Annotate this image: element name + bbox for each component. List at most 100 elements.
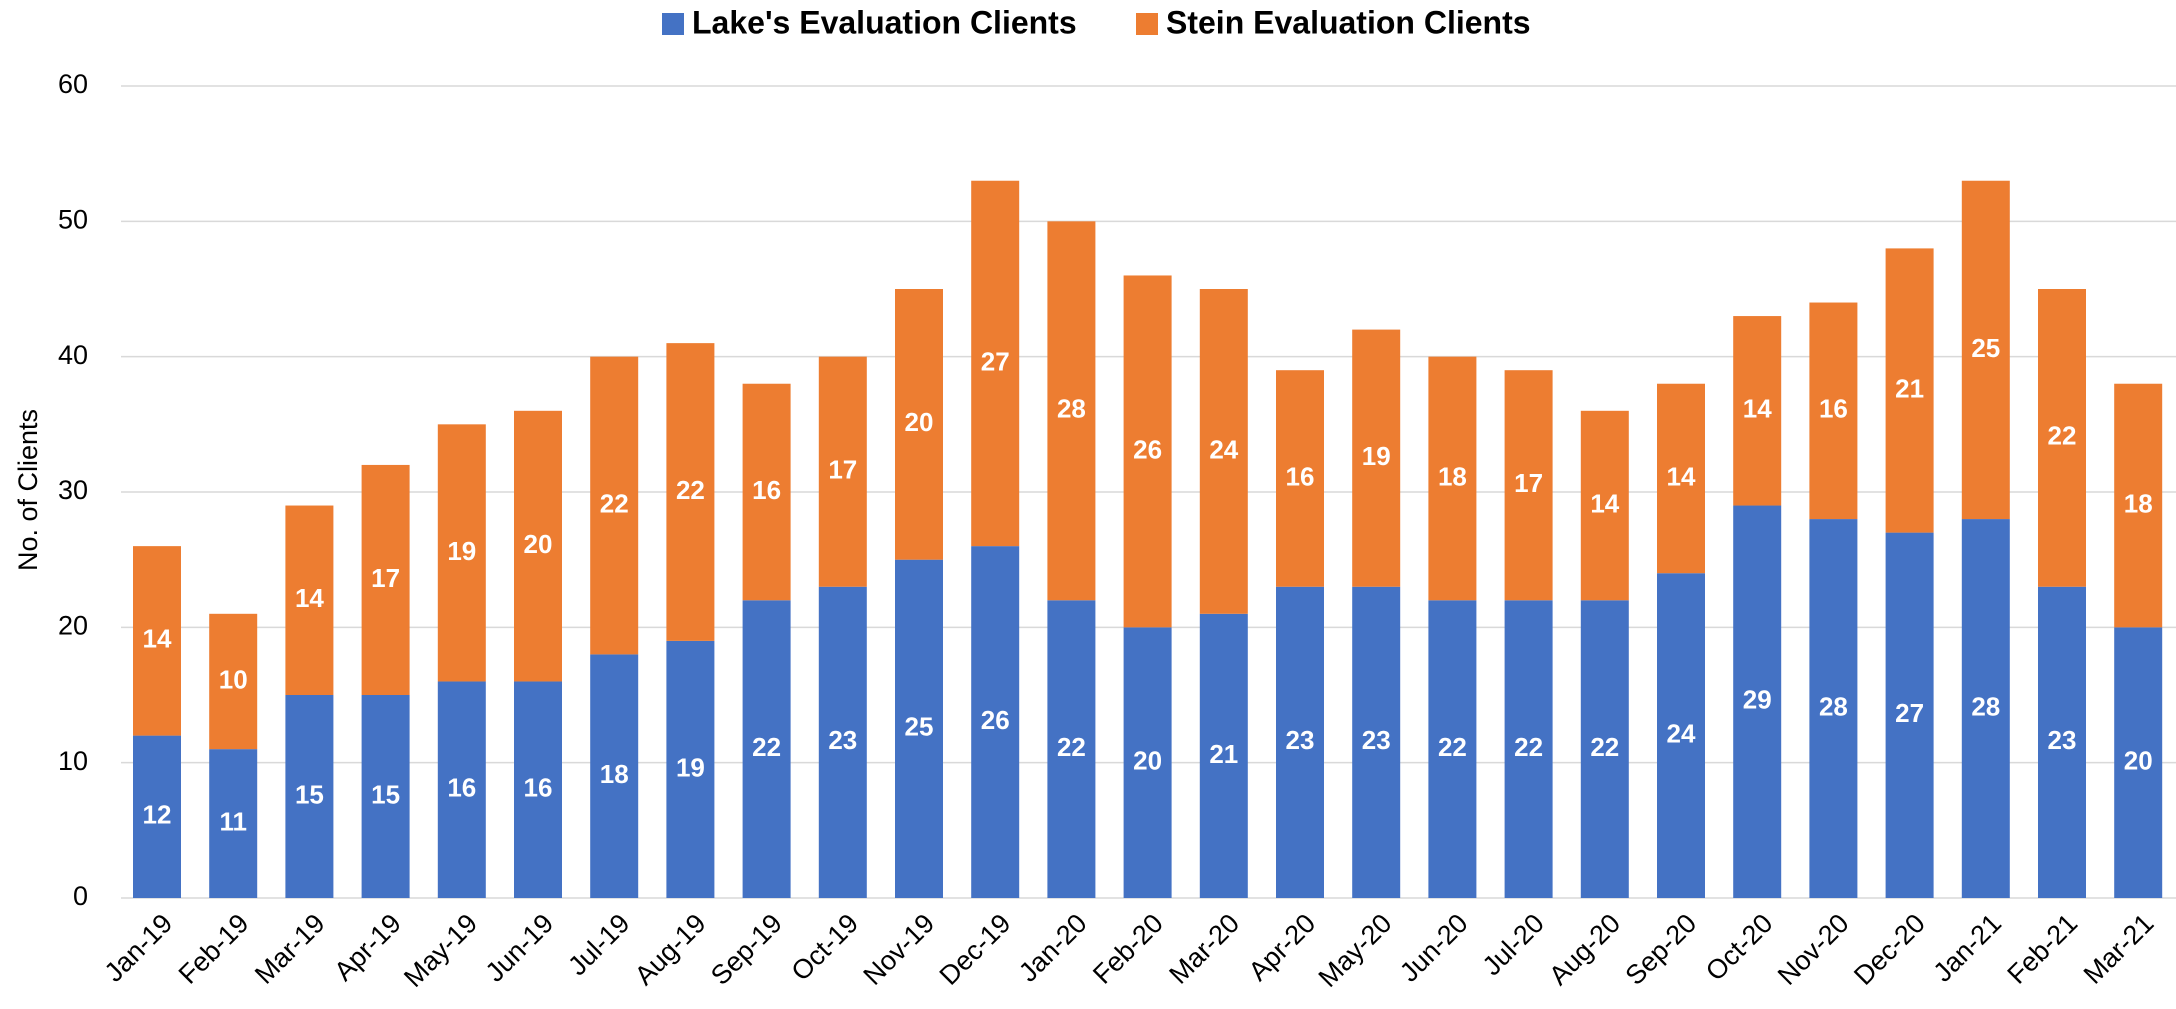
bar bbox=[1580, 600, 1629, 898]
data-label: 22 bbox=[2048, 421, 2077, 451]
data-label: 20 bbox=[2124, 746, 2153, 776]
bar bbox=[895, 289, 943, 560]
data-label: 16 bbox=[524, 773, 553, 803]
x-tick-label: Dec-19 bbox=[934, 908, 1017, 991]
x-tick-label: May-19 bbox=[398, 908, 483, 993]
data-label: 28 bbox=[1819, 691, 1848, 721]
x-tick-label: Feb-20 bbox=[1087, 908, 1169, 990]
x-tick-label: Apr-20 bbox=[1243, 908, 1322, 987]
data-label: 27 bbox=[1895, 698, 1924, 728]
bar bbox=[1047, 600, 1096, 898]
x-tick-label: Jan-19 bbox=[99, 908, 179, 988]
bar bbox=[1657, 573, 1705, 898]
data-label: 23 bbox=[2048, 725, 2077, 755]
data-label: 22 bbox=[1438, 732, 1467, 762]
x-tick-label: Nov-19 bbox=[858, 908, 941, 991]
bar bbox=[1885, 532, 1934, 898]
bar bbox=[133, 735, 181, 898]
data-label: 22 bbox=[600, 488, 629, 518]
x-tick-label: Jul-19 bbox=[562, 908, 635, 981]
bar bbox=[590, 654, 639, 898]
data-label: 18 bbox=[1438, 461, 1467, 491]
data-label: 14 bbox=[295, 583, 324, 613]
data-label: 18 bbox=[600, 759, 629, 789]
x-tick-label: Sep-20 bbox=[1619, 908, 1702, 991]
bar bbox=[437, 681, 486, 898]
y-tick-label: 10 bbox=[58, 746, 88, 776]
data-label: 16 bbox=[1819, 394, 1848, 424]
x-tick-label: Feb-21 bbox=[2002, 908, 2084, 990]
bar bbox=[895, 559, 943, 898]
x-tick-label: Aug-19 bbox=[629, 908, 712, 991]
data-label: 22 bbox=[1514, 732, 1543, 762]
data-label: 24 bbox=[1667, 718, 1696, 748]
data-label: 29 bbox=[1743, 685, 1772, 715]
data-label: 20 bbox=[524, 529, 553, 559]
x-tick-label: Jun-20 bbox=[1394, 908, 1474, 988]
bar bbox=[2038, 586, 2086, 898]
data-label: 17 bbox=[1514, 468, 1543, 498]
x-tick-label: Jul-20 bbox=[1477, 908, 1550, 981]
data-label: 14 bbox=[1590, 488, 1619, 518]
data-label: 28 bbox=[1971, 691, 2000, 721]
x-tick-label: Jan-20 bbox=[1013, 908, 1093, 988]
data-label: 16 bbox=[752, 475, 781, 505]
bar bbox=[1428, 356, 1477, 601]
data-label: 15 bbox=[371, 779, 400, 809]
data-label: 20 bbox=[905, 407, 934, 437]
bar bbox=[1199, 613, 1248, 898]
bar bbox=[2114, 627, 2163, 898]
x-tick-label: Mar-21 bbox=[2078, 908, 2160, 990]
data-label: 19 bbox=[1362, 441, 1391, 471]
bar bbox=[361, 695, 410, 898]
bar bbox=[514, 410, 562, 682]
bar bbox=[285, 505, 334, 695]
data-label: 28 bbox=[1057, 394, 1086, 424]
data-label: 25 bbox=[1971, 333, 2000, 363]
y-axis-title: No. of Clients bbox=[13, 409, 43, 571]
bar bbox=[818, 586, 867, 898]
x-tick-label: Aug-20 bbox=[1543, 908, 1626, 991]
x-tick-label: Apr-19 bbox=[328, 908, 407, 987]
bar bbox=[1504, 370, 1553, 601]
bar bbox=[1657, 383, 1705, 574]
data-label: 26 bbox=[1133, 434, 1162, 464]
bar bbox=[1276, 370, 1324, 587]
legend-label: Stein Evaluation Clients bbox=[1166, 4, 1531, 40]
bar bbox=[1885, 248, 1934, 533]
bar bbox=[1123, 627, 1172, 898]
data-label: 26 bbox=[981, 705, 1010, 735]
bar bbox=[1428, 600, 1477, 898]
data-label: 22 bbox=[1057, 732, 1086, 762]
data-label: 25 bbox=[905, 712, 934, 742]
x-tick-label: Mar-19 bbox=[249, 908, 331, 990]
bar bbox=[1961, 180, 2010, 520]
y-tick-label: 20 bbox=[58, 610, 88, 640]
bar bbox=[1123, 275, 1172, 628]
data-label: 19 bbox=[447, 536, 476, 566]
bar bbox=[1047, 221, 1096, 601]
x-tick-label: Sep-19 bbox=[705, 908, 788, 991]
data-label: 20 bbox=[1133, 746, 1162, 776]
data-label: 23 bbox=[1286, 725, 1315, 755]
bar bbox=[209, 613, 258, 750]
bar bbox=[971, 180, 1020, 547]
data-label: 16 bbox=[447, 773, 476, 803]
data-label: 16 bbox=[1286, 461, 1315, 491]
y-tick-label: 60 bbox=[58, 69, 88, 99]
data-label: 24 bbox=[1209, 434, 1238, 464]
bar bbox=[666, 640, 715, 898]
bar bbox=[666, 343, 715, 641]
data-label: 22 bbox=[752, 732, 781, 762]
bar bbox=[209, 749, 258, 898]
data-label: 18 bbox=[2124, 488, 2153, 518]
x-tick-label: Nov-20 bbox=[1772, 908, 1855, 991]
data-label: 15 bbox=[295, 779, 324, 809]
x-tick-label: May-20 bbox=[1313, 908, 1398, 993]
legend-label: Lake's Evaluation Clients bbox=[692, 4, 1077, 40]
data-label: 27 bbox=[981, 346, 1010, 376]
bar bbox=[2114, 383, 2163, 628]
bar bbox=[2038, 289, 2086, 587]
bar bbox=[1733, 505, 1782, 898]
bar bbox=[437, 424, 486, 682]
